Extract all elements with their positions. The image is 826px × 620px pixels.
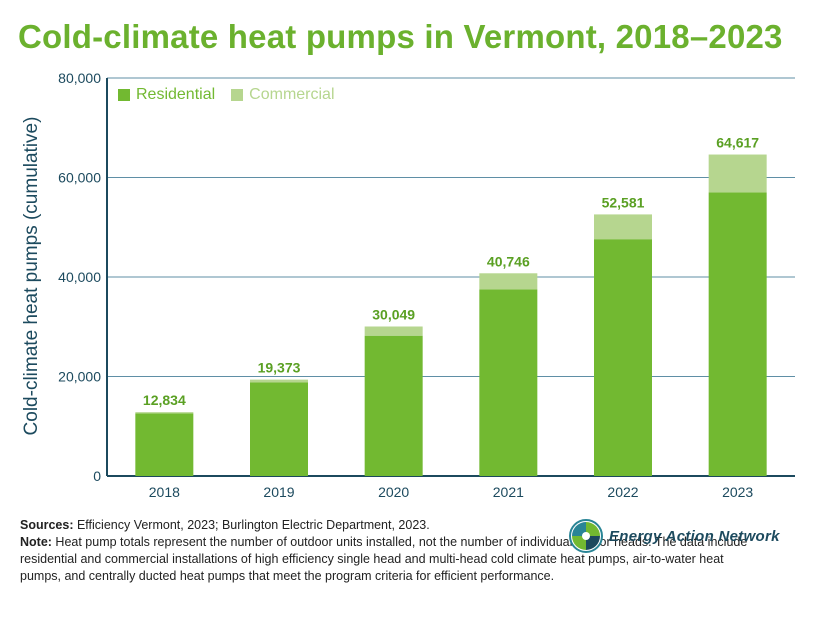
bar-residential [364,335,423,476]
x-tick-label: 2018 [149,484,180,500]
data-label: 40,746 [487,253,530,269]
bar-commercial [708,154,767,193]
y-tick-label: 20,000 [58,369,101,385]
data-label: 30,049 [372,307,415,323]
bar-residential [594,239,652,476]
legend-label-commercial: Commercial [249,86,335,103]
chart-title: Cold-climate heat pumps in Vermont, 2018… [18,18,783,55]
energy-action-network-logo-icon [569,519,603,553]
data-label: 64,617 [716,135,759,151]
legend-swatch-residential [118,89,130,101]
data-label: 12,834 [143,392,186,408]
sources-label: Sources: [20,518,74,532]
logo-text: Energy Action Network [609,527,780,545]
legend-swatch-commercial [231,89,244,101]
x-tick-label: 2023 [722,484,753,500]
y-tick-label: 40,000 [58,269,101,285]
y-tick-label: 80,000 [58,70,101,86]
legend-label-residential: Residential [136,86,216,103]
x-tick-label: 2022 [607,484,638,500]
data-label: 19,373 [258,360,301,376]
bar-commercial [135,412,194,414]
y-tick-label: 60,000 [58,170,101,186]
y-axis-label: Cold-climate heat pumps (cumulative) [21,116,42,436]
bar-residential [250,382,308,476]
x-tick-label: 2021 [493,484,524,500]
bar-commercial [250,379,308,383]
bar-commercial [479,273,538,290]
bar-commercial [594,214,652,240]
legend-item-commercial: Commercial [231,86,335,104]
sources-text: Efficiency Vermont, 2023; Burlington Ele… [73,518,430,532]
x-tick-label: 2019 [263,484,294,500]
note-label: Note: [20,535,52,549]
x-tick-label: 2020 [378,484,409,500]
y-tick-label: 0 [93,468,101,484]
bar-chart: 0 20,000 40,000 60,000 80,000 12,834 2018 19,37… [58,70,795,500]
energy-action-network-logo: Energy Action Network [569,519,780,553]
bar-residential [708,192,767,477]
data-label: 52,581 [602,194,645,210]
bar-residential [135,413,194,476]
chart-legend: Residential Commercial [118,86,351,104]
legend-item-residential: Residential [118,86,215,104]
bar-commercial [364,326,423,336]
bar-residential [479,289,538,476]
